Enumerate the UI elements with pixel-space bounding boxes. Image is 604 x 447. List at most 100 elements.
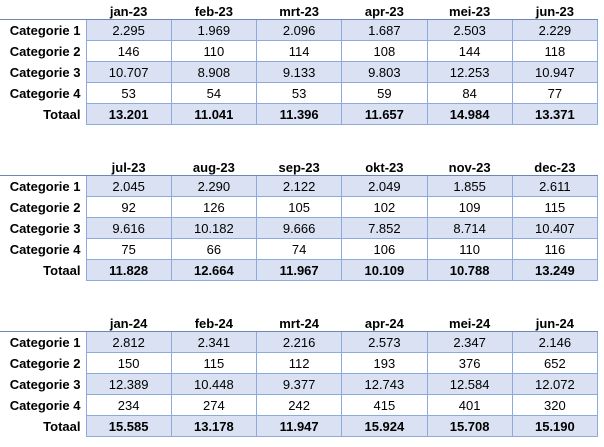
- table-row: Categorie 2 150 115 112 193 376 652: [0, 352, 599, 374]
- month-header: apr-24: [341, 314, 427, 332]
- value-cell: 15.190: [511, 415, 599, 437]
- month-header: jan-24: [86, 314, 172, 332]
- value-cell: 102: [341, 196, 428, 218]
- value-cell: 10.448: [170, 373, 258, 395]
- value-cell: 13.201: [85, 103, 172, 125]
- value-cell: 10.182: [170, 217, 258, 239]
- value-cell: 144: [426, 40, 513, 62]
- month-header: nov-23: [427, 158, 513, 176]
- value-cell: 12.072: [511, 373, 599, 395]
- value-cell: 53: [255, 82, 343, 104]
- row-label: Categorie 2: [0, 352, 86, 374]
- value-cell: 2.146: [511, 331, 599, 353]
- row-label: Categorie 1: [0, 175, 86, 197]
- value-cell: 12.389: [85, 373, 172, 395]
- value-cell: 106: [341, 238, 428, 260]
- month-header: dec-23: [512, 158, 598, 176]
- value-cell: 376: [426, 352, 513, 374]
- header-row: jan-23 feb-23 mrt-23 apr-23 mei-23 jun-23: [0, 2, 598, 20]
- value-cell: 2.096: [255, 19, 343, 41]
- value-cell: 74: [255, 238, 343, 260]
- value-cell: 2.295: [85, 19, 172, 41]
- row-label: Categorie 3: [0, 61, 86, 83]
- value-cell: 1.855: [426, 175, 513, 197]
- value-cell: 9.133: [255, 61, 343, 83]
- value-cell: 15.924: [341, 415, 428, 437]
- row-label: Categorie 2: [0, 40, 86, 62]
- table-row: Categorie 1 2.812 2.341 2.216 2.573 2.347 2.14…: [0, 331, 599, 353]
- value-cell: 15.708: [426, 415, 513, 437]
- row-label: Categorie 1: [0, 19, 86, 41]
- table-row: Categorie 3 12.389 10.448 9.377 12.743 12.584…: [0, 373, 599, 395]
- value-cell: 10.109: [341, 259, 428, 281]
- value-cell: 11.947: [255, 415, 343, 437]
- month-table-1: jan-23 feb-23 mrt-23 apr-23 mei-23 jun-23 Cate…: [0, 2, 599, 125]
- month-header: jun-23: [512, 2, 598, 20]
- value-cell: 53: [85, 82, 172, 104]
- month-header: jun-24: [512, 314, 598, 332]
- row-label: Categorie 4: [0, 82, 86, 104]
- value-cell: 150: [85, 352, 172, 374]
- value-cell: 2.290: [170, 175, 258, 197]
- corner-cell: [0, 314, 86, 332]
- header-row: jan-24 feb-24 mrt-24 apr-24 mei-24 jun-24: [0, 314, 598, 332]
- value-cell: 14.984: [426, 103, 513, 125]
- value-cell: 2.347: [426, 331, 513, 353]
- value-cell: 1.969: [170, 19, 258, 41]
- value-cell: 114: [255, 40, 343, 62]
- month-header: apr-23: [341, 2, 427, 20]
- value-cell: 652: [511, 352, 599, 374]
- value-cell: 11.396: [255, 103, 343, 125]
- table-row: Categorie 1 2.045 2.290 2.122 2.049 1.855 2.61…: [0, 175, 599, 197]
- row-label: Categorie 4: [0, 238, 86, 260]
- month-header: okt-23: [341, 158, 427, 176]
- value-cell: 2.122: [255, 175, 343, 197]
- value-cell: 8.714: [426, 217, 513, 239]
- value-cell: 2.341: [170, 331, 258, 353]
- table-row: Categorie 3 9.616 10.182 9.666 7.852 8.714 10.…: [0, 217, 599, 239]
- month-header: jan-23: [86, 2, 172, 20]
- value-cell: 112: [255, 352, 343, 374]
- total-row: Totaal 13.201 11.041 11.396 11.657 14.984 13.3…: [0, 103, 599, 125]
- value-cell: 2.611: [511, 175, 599, 197]
- month-header: sep-23: [256, 158, 342, 176]
- value-cell: 13.371: [511, 103, 599, 125]
- value-cell: 234: [85, 394, 172, 416]
- value-cell: 15.585: [85, 415, 172, 437]
- value-cell: 10.947: [511, 61, 599, 83]
- row-label: Categorie 3: [0, 373, 86, 395]
- value-cell: 54: [170, 82, 258, 104]
- value-cell: 116: [511, 238, 599, 260]
- value-cell: 7.852: [341, 217, 428, 239]
- month-header: mei-24: [427, 314, 513, 332]
- value-cell: 274: [170, 394, 258, 416]
- row-label: Totaal: [0, 103, 86, 125]
- value-cell: 2.045: [85, 175, 172, 197]
- value-cell: 11.041: [170, 103, 258, 125]
- total-row: Totaal 15.585 13.178 11.947 15.924 15.708 15.1…: [0, 415, 599, 437]
- value-cell: 110: [426, 238, 513, 260]
- value-cell: 77: [511, 82, 599, 104]
- value-cell: 66: [170, 238, 258, 260]
- value-cell: 9.666: [255, 217, 343, 239]
- value-cell: 118: [511, 40, 599, 62]
- table-row: Categorie 1 2.295 1.969 2.096 1.687 2.503 2.22…: [0, 19, 599, 41]
- value-cell: 126: [170, 196, 258, 218]
- row-label: Categorie 4: [0, 394, 86, 416]
- header-row: jul-23 aug-23 sep-23 okt-23 nov-23 dec-23: [0, 158, 598, 176]
- month-header: mrt-23: [256, 2, 342, 20]
- value-cell: 2.049: [341, 175, 428, 197]
- value-cell: 242: [255, 394, 343, 416]
- month-table-3: jan-24 feb-24 mrt-24 apr-24 mei-24 jun-24 Cate…: [0, 314, 599, 437]
- value-cell: 11.967: [255, 259, 343, 281]
- corner-cell: [0, 2, 86, 20]
- value-cell: 115: [170, 352, 258, 374]
- value-cell: 105: [255, 196, 343, 218]
- value-cell: 2.229: [511, 19, 599, 41]
- table-row: Categorie 3 10.707 8.908 9.133 9.803 12.253 10…: [0, 61, 599, 83]
- value-cell: 2.503: [426, 19, 513, 41]
- value-cell: 75: [85, 238, 172, 260]
- corner-cell: [0, 158, 86, 176]
- value-cell: 13.178: [170, 415, 258, 437]
- row-label: Categorie 3: [0, 217, 86, 239]
